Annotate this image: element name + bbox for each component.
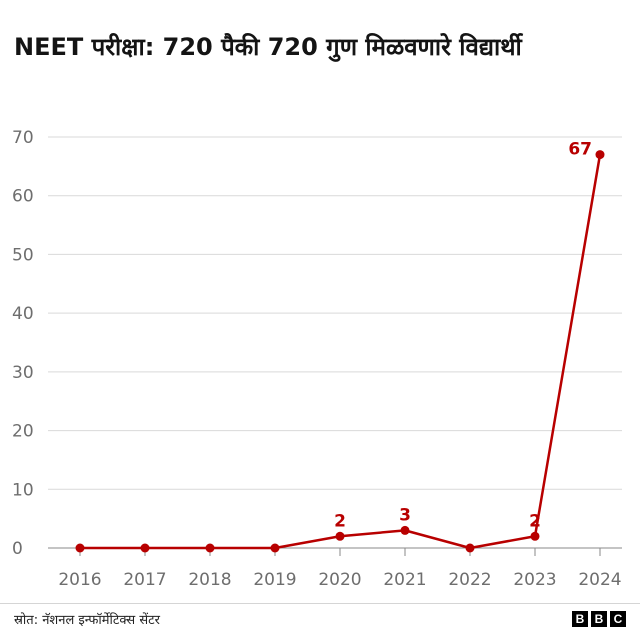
y-tick-label: 70 (12, 128, 34, 148)
y-axis-ticks: 0 10 20 30 40 50 60 70 (12, 128, 34, 559)
data-point (400, 525, 410, 535)
data-label: 67 (568, 140, 592, 160)
bbc-logo: B B C (572, 611, 626, 627)
x-tick-label: 2017 (123, 570, 166, 590)
x-tick-label: 2018 (188, 570, 231, 590)
x-tick-label: 2019 (253, 570, 296, 590)
x-tick-label: 2023 (513, 570, 556, 590)
data-label: 2 (334, 511, 346, 531)
x-axis-ticks: 2016 2017 2018 2019 2020 2021 2022 2023 2024 (58, 548, 622, 590)
x-tick-label: 2021 (383, 570, 426, 590)
y-tick-label: 0 (12, 539, 23, 559)
bbc-logo-block: B (572, 611, 588, 627)
data-point (205, 543, 215, 553)
data-label: 3 (399, 505, 411, 525)
chart-title: NEET परीक्षा: 720 पैकी 720 गुण मिळवणारे … (14, 33, 522, 61)
data-point (465, 543, 475, 553)
data-labels: 2 3 2 67 (334, 140, 592, 532)
bbc-logo-block: B (591, 611, 607, 627)
y-tick-label: 30 (12, 363, 34, 383)
series-line-group (75, 150, 605, 553)
data-point (530, 531, 540, 541)
x-tick-label: 2022 (448, 570, 491, 590)
source-note: स्रोत: नॅशनल इन्फॉर्मेटिक्स सेंटर (14, 613, 160, 628)
data-point (595, 150, 605, 160)
y-tick-label: 10 (12, 480, 34, 500)
footer-divider (0, 603, 640, 604)
data-point (75, 543, 85, 553)
y-tick-label: 20 (12, 422, 34, 442)
data-point (270, 543, 280, 553)
data-point (140, 543, 150, 553)
bbc-logo-block: C (610, 611, 626, 627)
gridlines (48, 136, 622, 549)
y-tick-label: 50 (12, 245, 34, 265)
x-tick-label: 2016 (58, 570, 101, 590)
y-tick-label: 60 (12, 187, 34, 207)
x-tick-label: 2020 (318, 570, 361, 590)
data-label: 2 (529, 511, 541, 531)
data-point (335, 531, 345, 541)
y-tick-label: 40 (12, 304, 34, 324)
x-tick-label: 2024 (578, 570, 621, 590)
